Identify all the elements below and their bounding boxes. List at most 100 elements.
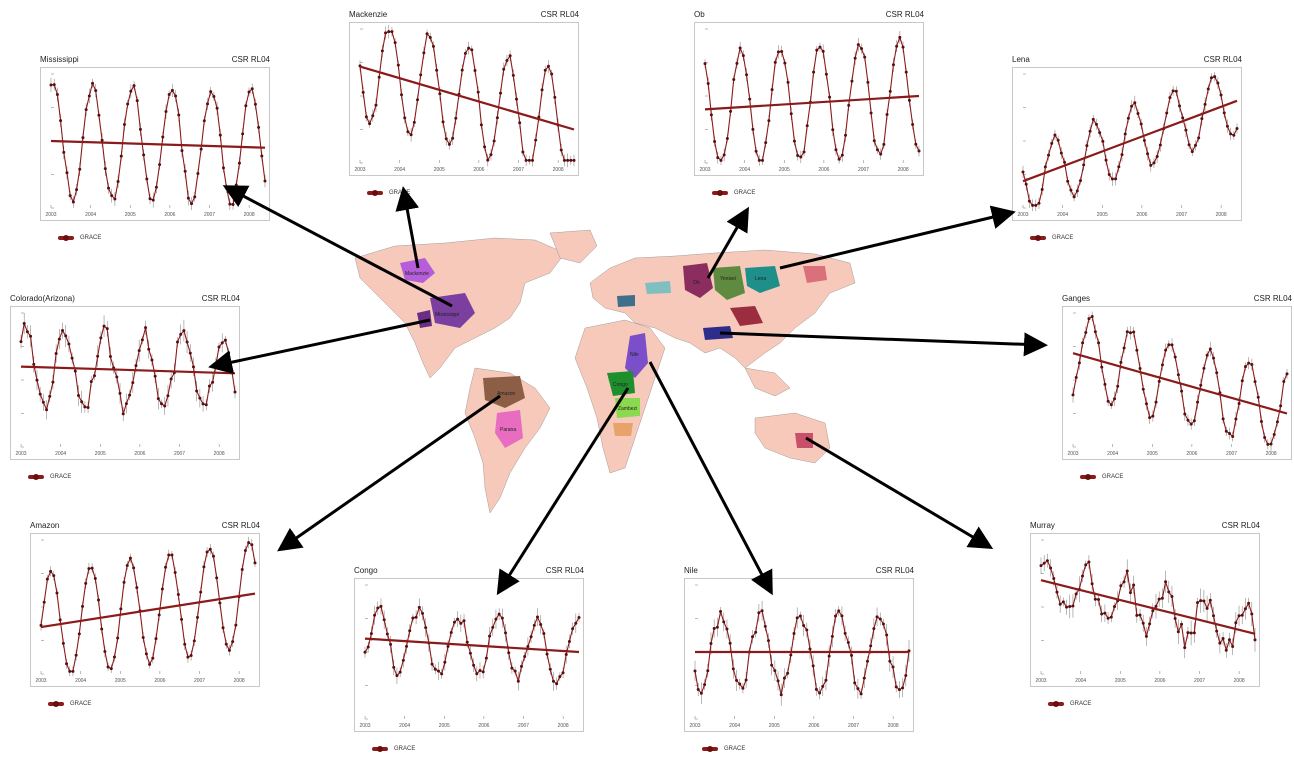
data-point: [384, 31, 388, 35]
data-point: [1052, 577, 1056, 581]
data-point: [247, 541, 251, 545]
data-point: [121, 412, 125, 416]
x-tick-label: 2004: [1075, 678, 1086, 684]
data-point: [1096, 598, 1100, 602]
basin-parana: [495, 410, 523, 448]
x-tick-label: 2007: [204, 212, 215, 218]
data-point: [1109, 615, 1113, 619]
data-point: [131, 381, 135, 385]
panel-source: CSR RL04: [231, 55, 270, 64]
data-point: [1208, 598, 1212, 602]
data-point: [1138, 366, 1142, 370]
data-point: [872, 139, 876, 143]
arrow-colorado: [208, 318, 431, 374]
x-tick-label: 2003: [699, 167, 710, 173]
data-point: [1138, 613, 1142, 617]
data-point: [1133, 101, 1137, 105]
data-point: [529, 635, 533, 639]
data-point: [1183, 646, 1187, 650]
data-point: [144, 652, 148, 656]
data-point: [62, 150, 66, 154]
data-point: [68, 194, 72, 198]
data-point: [58, 618, 62, 622]
data-point: [693, 669, 697, 673]
chart-svg: 2003 2004 2005 2006 2007 2008: [1067, 311, 1289, 457]
x-tick-label: 2005: [95, 451, 106, 457]
x-tick-label: 2007: [194, 678, 205, 684]
data-point: [1229, 132, 1233, 136]
data-point: [91, 81, 95, 85]
data-point: [1196, 400, 1200, 404]
data-point: [1213, 75, 1217, 79]
trend-line: [50, 139, 266, 149]
data-point: [1253, 380, 1257, 384]
data-point: [1113, 397, 1117, 401]
data-point: [103, 650, 107, 654]
data-point: [1136, 112, 1140, 116]
data-point: [1199, 383, 1203, 387]
data-point: [504, 631, 508, 635]
basin-label-lena: Lena: [755, 276, 766, 282]
chart-svg: 2003 2004 2005 2006 2007 2008: [1017, 72, 1239, 218]
data-point: [1078, 179, 1082, 183]
data-point: [532, 623, 536, 627]
data-point: [1142, 138, 1146, 142]
data-point: [398, 670, 402, 674]
data-point: [1218, 641, 1222, 645]
data-point: [196, 615, 200, 619]
data-point: [1088, 129, 1092, 133]
x-tick-label: 2006: [1136, 212, 1147, 218]
data-point: [516, 679, 520, 683]
data-point: [456, 617, 460, 621]
data-point: [25, 330, 29, 334]
data-point: [135, 99, 139, 103]
data-point: [1151, 414, 1155, 418]
data-point: [389, 642, 393, 646]
data-point: [420, 611, 424, 615]
data-point: [1039, 564, 1043, 568]
basin-ob: [683, 263, 713, 298]
series-line: [1022, 76, 1238, 206]
data-point: [510, 666, 514, 670]
data-point: [577, 615, 581, 619]
data-point: [157, 613, 161, 617]
basin-yangtze: [730, 306, 763, 326]
legend-label: GRACE: [394, 746, 416, 752]
panel-title: Lena: [1012, 55, 1030, 64]
panel-title: Colorado(Arizona): [10, 294, 75, 303]
data-point: [486, 158, 490, 162]
chart-svg: 2003 2004 2005 2006 2007 2008: [359, 584, 581, 729]
data-point: [502, 67, 506, 71]
data-point: [802, 150, 806, 154]
basin-amur: [803, 266, 827, 283]
data-point: [751, 127, 755, 131]
data-point: [224, 642, 228, 646]
panel-source: CSR RL04: [201, 294, 240, 303]
data-point: [93, 576, 97, 580]
data-point: [205, 550, 209, 554]
data-point: [897, 688, 901, 692]
data-point: [401, 658, 405, 662]
data-point: [1100, 365, 1104, 369]
data-point: [729, 109, 733, 113]
data-point: [73, 369, 77, 373]
data-point: [1027, 199, 1031, 203]
data-point: [526, 644, 530, 648]
trend-line: [40, 592, 256, 629]
data-point: [843, 631, 847, 635]
data-point: [77, 632, 81, 636]
arrow-lena: [779, 205, 1016, 270]
basin-label-amazon: Amazon: [497, 391, 516, 397]
data-point: [1125, 569, 1129, 573]
legend-swatch: [48, 701, 64, 707]
data-point: [551, 679, 555, 683]
plot-area: 2003 2004 2005 2006 2007 2008: [30, 533, 260, 687]
data-point: [462, 619, 466, 623]
data-point: [875, 615, 879, 619]
data-point: [406, 130, 410, 134]
data-point: [831, 128, 835, 132]
data-point: [186, 655, 190, 659]
data-point: [1151, 609, 1155, 613]
data-point: [1065, 605, 1069, 609]
data-point: [1135, 613, 1139, 617]
